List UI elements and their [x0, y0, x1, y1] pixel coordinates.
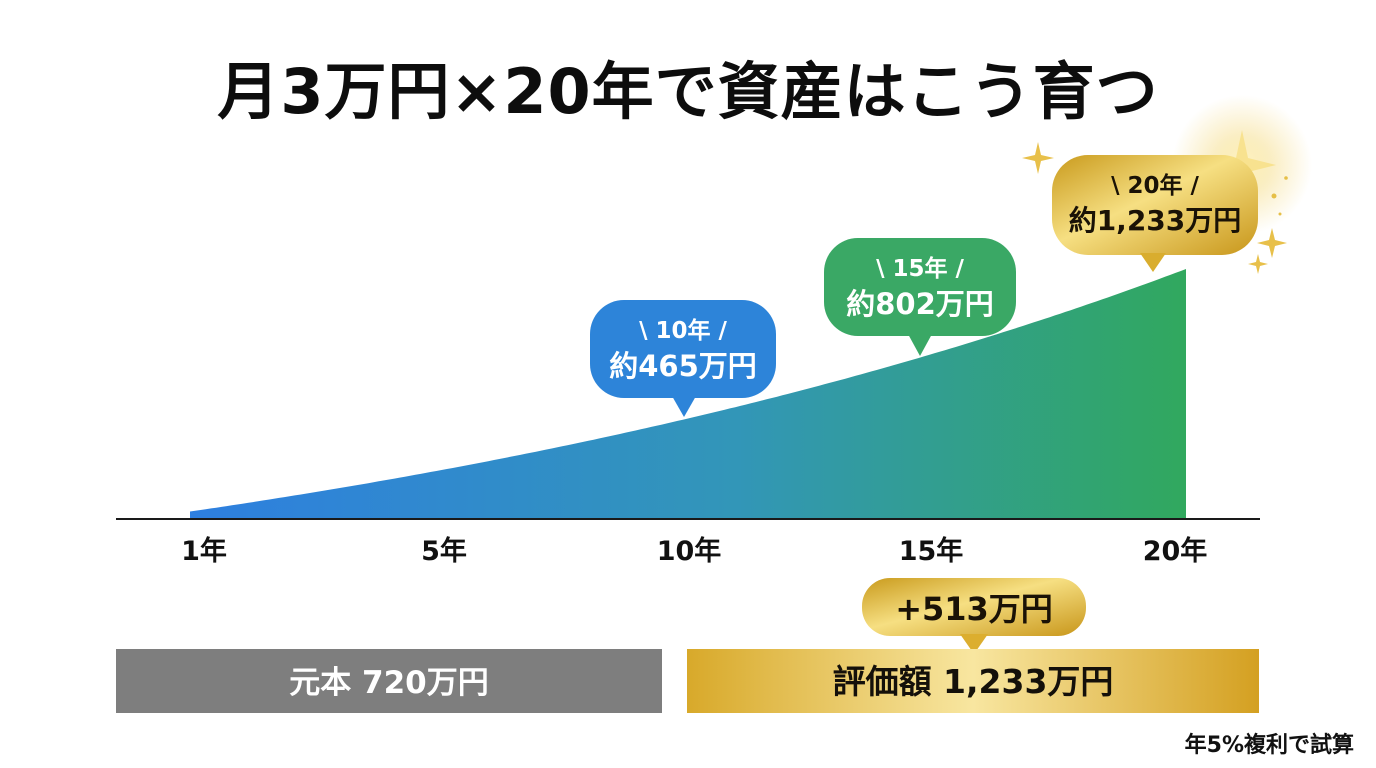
- x-tick-label-1: 1年: [181, 535, 227, 567]
- sparkle-icon: [1248, 254, 1268, 274]
- sparkle-icon: [1257, 228, 1287, 258]
- callout-15-years-period: \ 15年 /: [876, 255, 964, 282]
- callout-10-years: \ 10年 / 約465万円: [590, 300, 776, 417]
- principal-bar: 元本 720万円: [116, 649, 662, 713]
- chart-title: 月3万円×20年で資産はこう育つ: [217, 55, 1159, 128]
- sparkle-icon: [1022, 142, 1054, 174]
- x-tick-label-15: 15年: [899, 535, 964, 567]
- callout-10-years-value: 約465万円: [609, 349, 757, 383]
- callout-20-years: \ 20年 / 約1,233万円: [1052, 155, 1258, 272]
- valuation-bar: 評価額 1,233万円: [687, 649, 1259, 713]
- callout-10-years-period: \ 10年 /: [639, 317, 727, 344]
- callout-15-years-value: 約802万円: [846, 287, 994, 321]
- callout-20-years-period: \ 20年 /: [1111, 172, 1199, 199]
- footnote: 年5%複利で試算: [1184, 733, 1354, 758]
- x-tick-label-10: 10年: [657, 535, 722, 567]
- x-tick-label-5: 5年: [421, 535, 467, 567]
- x-tick-labels: 1年 5年 10年 15年 20年: [181, 535, 1207, 567]
- callout-15-years: \ 15年 / 約802万円: [824, 238, 1016, 356]
- gain-badge: +513万円: [862, 578, 1086, 654]
- x-tick-label-20: 20年: [1143, 535, 1208, 567]
- principal-bar-label: 元本 720万円: [289, 665, 489, 701]
- callout-20-years-value: 約1,233万円: [1069, 204, 1242, 237]
- growth-area: [190, 269, 1186, 519]
- gain-value: +513万円: [895, 590, 1053, 628]
- valuation-bar-label: 評価額 1,233万円: [833, 662, 1114, 701]
